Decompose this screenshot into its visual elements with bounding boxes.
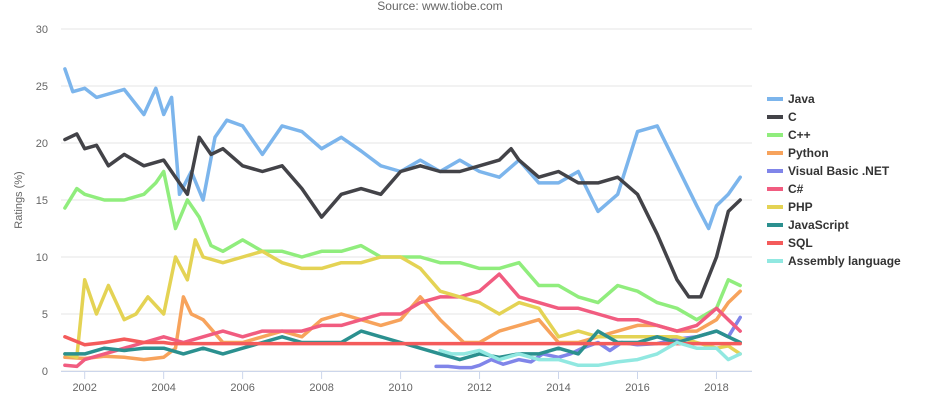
y-tick-label: 25 xyxy=(36,81,48,93)
series-lines xyxy=(63,67,742,370)
series-line-java xyxy=(63,67,742,231)
x-tick-label: 2012 xyxy=(467,382,491,394)
legend-label: SQL xyxy=(788,236,813,250)
legend-item-c[interactable]: C xyxy=(767,110,797,124)
series-line-c xyxy=(63,132,742,299)
y-tick-label: 10 xyxy=(36,252,48,264)
legend-label: JavaScript xyxy=(788,218,849,232)
series-line-assembly-language xyxy=(438,340,742,368)
y-tick-label: 5 xyxy=(42,309,48,321)
legend-item-java[interactable]: Java xyxy=(767,92,815,106)
legend-item-php[interactable]: PHP xyxy=(767,200,813,214)
legend-item-visual-basic-net[interactable]: Visual Basic .NET xyxy=(767,164,890,178)
series-line-python xyxy=(63,289,742,362)
legend[interactable]: Java C C++ Python Visual Basic .NET C# PHP Java… xyxy=(767,92,901,268)
x-tick-label: 2018 xyxy=(704,382,728,394)
legend-item-javascript[interactable]: JavaScript xyxy=(767,218,849,232)
legend-label: C# xyxy=(788,182,804,196)
x-axis-ticks: 2002 2004 2006 2008 2010 2012 2014 2016 2018 xyxy=(61,371,752,394)
legend-label: C++ xyxy=(788,128,811,142)
legend-item-c[interactable]: C++ xyxy=(767,128,811,142)
legend-item-python[interactable]: Python xyxy=(767,146,829,160)
x-tick-label: 2008 xyxy=(309,382,333,394)
chart-subtitle: Source: www.tiobe.com xyxy=(377,0,502,13)
y-tick-label: 30 xyxy=(36,24,48,36)
y-tick-label: 15 xyxy=(36,195,48,207)
y-tick-label: 0 xyxy=(42,366,48,378)
x-tick-label: 2002 xyxy=(72,382,96,394)
x-tick-label: 2014 xyxy=(546,382,570,394)
x-tick-label: 2006 xyxy=(230,382,254,394)
legend-label: PHP xyxy=(788,200,813,214)
legend-item-sql[interactable]: SQL xyxy=(767,236,813,250)
grid-lines xyxy=(61,28,752,372)
x-tick-label: 2010 xyxy=(388,382,412,394)
y-axis-ticks: 0 5 10 15 20 25 30 xyxy=(36,24,48,378)
series-line-php xyxy=(63,238,742,360)
legend-label: Assembly language xyxy=(788,254,901,268)
x-tick-label: 2016 xyxy=(625,382,649,394)
x-tick-label: 2004 xyxy=(151,382,175,394)
legend-label: Python xyxy=(788,146,829,160)
legend-label: C xyxy=(788,110,797,124)
y-tick-label: 20 xyxy=(36,138,48,150)
legend-label: Java xyxy=(788,92,815,106)
legend-item-assembly-language[interactable]: Assembly language xyxy=(767,254,901,268)
series-line-c xyxy=(63,169,742,322)
legend-label: Visual Basic .NET xyxy=(788,164,890,178)
series-line-c xyxy=(63,272,742,369)
series-line-sql xyxy=(63,335,742,347)
y-axis-label: Ratings (%) xyxy=(13,171,25,228)
legend-item-c[interactable]: C# xyxy=(767,182,804,196)
